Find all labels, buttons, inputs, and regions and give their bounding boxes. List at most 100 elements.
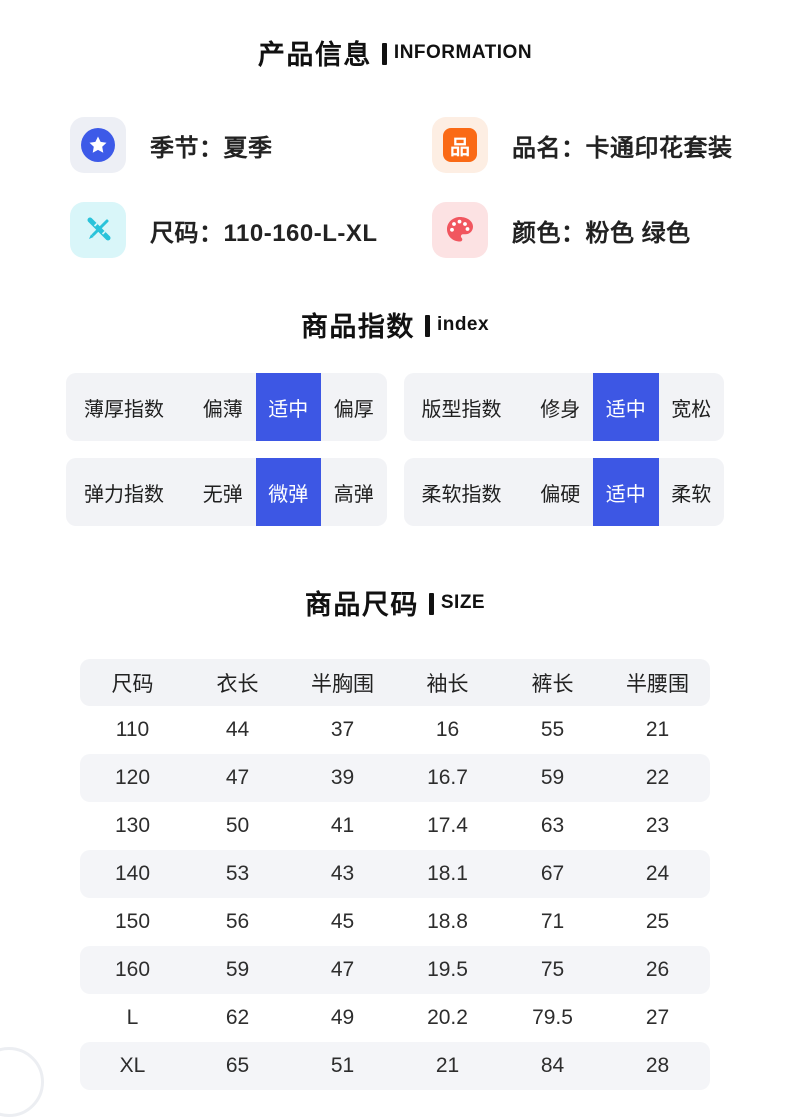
index-option: 无弹 <box>202 483 243 506</box>
season-label: 季节：夏季 <box>150 134 273 162</box>
cell: 43 <box>330 862 355 885</box>
index-card-label: 弹力指数 <box>84 483 164 506</box>
index-card-label: 柔软指数 <box>421 483 502 506</box>
info-title-cn: 产品信息 <box>257 40 372 70</box>
table-row: 110 44 37 16 55 21 <box>80 706 710 754</box>
palette-icon <box>432 202 488 258</box>
info-section-title: 产品信息 INFORMATION <box>0 0 790 72</box>
table-row: 120 47 39 16.7 59 22 <box>80 754 710 802</box>
cell: 26 <box>645 958 670 981</box>
column-header: 裤长 <box>531 672 574 696</box>
cell: 130 <box>114 814 151 837</box>
index-title-en: index <box>436 313 490 335</box>
index-option: 高弹 <box>333 483 374 506</box>
index-option: 修身 <box>540 398 581 421</box>
index-option: 偏硬 <box>540 483 581 506</box>
index-option: 宽松 <box>671 398 712 421</box>
size-title-en: SIZE <box>440 591 486 613</box>
title-divider <box>381 42 387 65</box>
cell: 39 <box>330 766 355 789</box>
cell: 47 <box>225 766 250 789</box>
brand-glyph: 品 <box>443 128 477 162</box>
index-card-softness: 柔软指数 偏硬 适中 柔软 <box>403 458 724 526</box>
brand-icon: 品 <box>432 117 488 173</box>
cell: XL <box>119 1054 146 1077</box>
size-table-header: 尺码 衣长 半胸围 袖长 裤长 半腰围 <box>80 659 710 706</box>
index-option-selected: 适中 <box>593 458 659 526</box>
index-option-selected: 适中 <box>593 373 659 441</box>
index-card-label: 版型指数 <box>421 398 502 421</box>
table-row: L 62 49 20.2 79.5 27 <box>80 994 710 1042</box>
table-row: 130 50 41 17.4 63 23 <box>80 802 710 850</box>
size-range-label: 尺码：110-160-L-XL <box>150 219 378 247</box>
column-header: 衣长 <box>216 672 259 696</box>
cell: 22 <box>645 766 670 789</box>
index-card-label: 薄厚指数 <box>84 398 164 421</box>
title-divider <box>424 314 430 337</box>
cell: 19.5 <box>427 958 468 981</box>
cell: 24 <box>645 862 670 885</box>
cell: 150 <box>114 910 151 933</box>
cell: 120 <box>114 766 151 789</box>
cell: 110 <box>115 718 150 741</box>
size-section-title: 商品尺码 SIZE <box>0 583 790 622</box>
cell: 21 <box>435 1054 460 1077</box>
decorative-arc <box>0 1047 44 1117</box>
index-card-thickness: 薄厚指数 偏薄 适中 偏厚 <box>66 373 387 441</box>
column-header: 半腰围 <box>626 672 689 696</box>
table-row: 150 56 45 18.8 71 25 <box>80 898 710 946</box>
cell: 84 <box>540 1054 565 1077</box>
cell: 62 <box>225 1006 250 1029</box>
cell: 55 <box>540 718 565 741</box>
product-name-label: 品名：卡通印花套装 <box>512 134 733 162</box>
info-item-size-range: 尺码：110-160-L-XL <box>70 202 432 258</box>
index-card-elasticity: 弹力指数 无弹 微弹 高弹 <box>66 458 387 526</box>
pencil-ruler-icon <box>70 202 126 258</box>
cell: 63 <box>540 814 565 837</box>
info-item-name: 品 品名：卡通印花套装 <box>432 117 790 173</box>
size-table: 尺码 衣长 半胸围 袖长 裤长 半腰围 110 44 37 16 55 21 1… <box>80 659 710 1090</box>
cell: 23 <box>645 814 670 837</box>
index-option: 偏薄 <box>202 398 243 421</box>
cell: 65 <box>225 1054 250 1077</box>
color-label: 颜色：粉色 绿色 <box>512 219 691 247</box>
cell: 45 <box>330 910 355 933</box>
cell: 27 <box>645 1006 670 1029</box>
cell: 28 <box>645 1054 670 1077</box>
cell: 44 <box>225 718 250 741</box>
cell: 20.2 <box>427 1006 468 1029</box>
index-option: 偏厚 <box>333 398 374 421</box>
index-title-cn: 商品指数 <box>300 312 415 342</box>
cell: 56 <box>225 910 250 933</box>
cell: 67 <box>540 862 565 885</box>
title-divider <box>428 592 434 615</box>
cell: 71 <box>540 910 565 933</box>
cell: 51 <box>330 1054 355 1077</box>
cell: 160 <box>114 958 151 981</box>
index-section-title: 商品指数 index <box>0 305 790 344</box>
table-row: 160 59 47 19.5 75 26 <box>80 946 710 994</box>
cell: 47 <box>330 958 355 981</box>
table-row: 140 53 43 18.1 67 24 <box>80 850 710 898</box>
index-option-selected: 微弹 <box>255 458 321 526</box>
index-option-selected: 适中 <box>255 373 321 441</box>
cell: 18.8 <box>427 910 468 933</box>
index-grid: 薄厚指数 偏薄 适中 偏厚 版型指数 修身 适中 宽松 弹力指数 无弹 微弹 高… <box>0 373 790 526</box>
cell: 21 <box>645 718 670 741</box>
cell: 50 <box>225 814 250 837</box>
cell: 37 <box>330 718 355 741</box>
size-title-cn: 商品尺码 <box>304 590 419 620</box>
info-title-en: INFORMATION <box>393 41 533 63</box>
column-header: 尺码 <box>111 672 154 696</box>
index-option: 柔软 <box>671 483 712 506</box>
column-header: 半胸围 <box>311 672 374 696</box>
cell: 16 <box>435 718 460 741</box>
table-row: XL 65 51 21 84 28 <box>80 1042 710 1090</box>
cell: 49 <box>330 1006 355 1029</box>
cell: 53 <box>225 862 250 885</box>
info-item-season: 季节：夏季 <box>70 117 432 173</box>
cell: 18.1 <box>427 862 468 885</box>
index-card-fit: 版型指数 修身 适中 宽松 <box>403 373 724 441</box>
cell: 41 <box>330 814 355 837</box>
star-icon <box>70 117 126 173</box>
